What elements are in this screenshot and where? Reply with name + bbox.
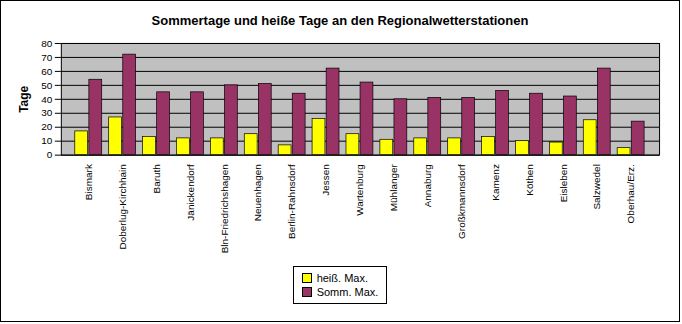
svg-text:Jänickendorf: Jänickendorf [185, 164, 196, 221]
svg-text:Bismark: Bismark [83, 164, 94, 200]
svg-text:Eisleben: Eisleben [558, 164, 569, 202]
svg-text:70: 70 [41, 52, 53, 63]
svg-text:40: 40 [41, 93, 53, 104]
svg-text:Doberlug-Kirchhain: Doberlug-Kirchhain [117, 164, 128, 249]
svg-text:10: 10 [41, 135, 53, 146]
svg-text:Jessen: Jessen [320, 164, 331, 196]
svg-text:Köthen: Köthen [524, 164, 535, 196]
svg-text:20: 20 [41, 121, 53, 132]
svg-text:Wartenburg: Wartenburg [354, 164, 365, 216]
svg-text:Mühlanger: Mühlanger [388, 163, 399, 211]
svg-text:80: 80 [41, 38, 53, 49]
svg-text:60: 60 [41, 66, 53, 77]
svg-text:0: 0 [47, 149, 53, 160]
svg-text:50: 50 [41, 80, 53, 91]
svg-text:Tage: Tage [17, 85, 31, 112]
html-text:Sommertage und heiße Tage an d: Sommertage und heiße Tage an den Regiona… [151, 13, 529, 28]
svg-text:Salzwedel: Salzwedel [591, 164, 602, 209]
svg-text:Kamenz: Kamenz [490, 164, 501, 201]
svg-text:Annaburg: Annaburg [422, 164, 433, 207]
html-text:Somm. Max.: Somm. Max. [316, 286, 379, 299]
svg-text:Großkmannsdorf: Großkmannsdorf [456, 164, 467, 239]
svg-text:Berlin-Rahnsdorf: Berlin-Rahnsdorf [286, 164, 297, 239]
svg-text:Oberhau/Erz.: Oberhau/Erz. [625, 164, 636, 223]
svg-text:Baruth: Baruth [151, 164, 162, 193]
svg-text:30: 30 [41, 107, 53, 118]
html-text:heiß. Max.: heiß. Max. [316, 272, 368, 285]
svg-text:Neuenhagen: Neuenhagen [252, 164, 263, 221]
svg-text:Bln-Friedrichshagen: Bln-Friedrichshagen [219, 164, 230, 253]
